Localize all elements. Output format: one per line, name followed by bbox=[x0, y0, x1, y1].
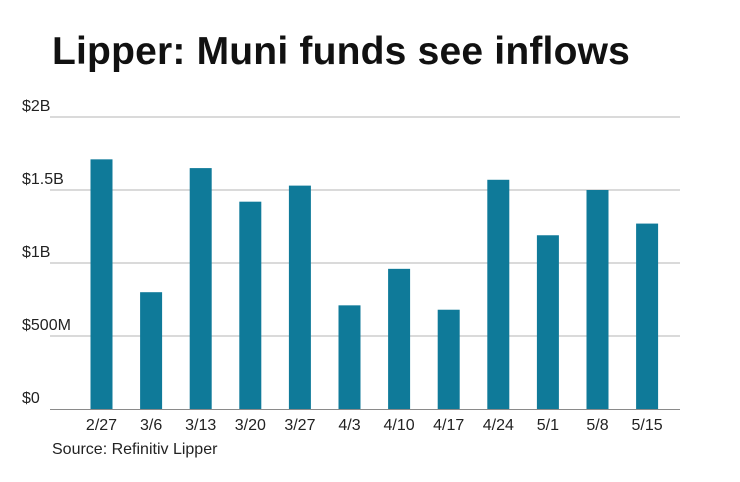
x-tick-label: 5/1 bbox=[537, 417, 559, 434]
y-tick-label: $1.5B bbox=[22, 171, 64, 188]
chart-title: Lipper: Muni funds see inflows bbox=[52, 30, 631, 73]
y-tick-label: $2B bbox=[22, 98, 50, 115]
bar bbox=[90, 159, 113, 409]
bar bbox=[288, 185, 311, 409]
bar bbox=[586, 190, 609, 409]
x-tick-label: 4/24 bbox=[483, 417, 514, 434]
y-tick-label: $1B bbox=[22, 244, 50, 261]
bar bbox=[487, 179, 510, 409]
x-tick-label: 4/10 bbox=[384, 417, 415, 434]
bar bbox=[437, 309, 460, 409]
y-tick-label: $500M bbox=[22, 317, 71, 334]
bars bbox=[90, 159, 659, 409]
y-axis-tick-labels: $0 $500M $1B $1.5B $2B bbox=[22, 98, 71, 407]
x-tick-label: 4/17 bbox=[433, 417, 464, 434]
bar bbox=[338, 305, 361, 409]
x-tick-label: 3/13 bbox=[185, 417, 216, 434]
bar bbox=[140, 292, 163, 409]
x-tick-label: 5/8 bbox=[586, 417, 608, 434]
bar bbox=[388, 268, 411, 409]
x-axis-tick-labels: 2/27 3/6 3/13 3/20 3/27 4/3 4/10 4/17 4/24 5/1 5/8… bbox=[86, 417, 663, 434]
bar bbox=[239, 201, 262, 409]
x-tick-label: 5/15 bbox=[632, 417, 663, 434]
x-tick-label: 3/20 bbox=[235, 417, 266, 434]
bar bbox=[189, 168, 212, 409]
x-tick-label: 4/3 bbox=[338, 417, 360, 434]
y-tick-label: $0 bbox=[22, 390, 40, 407]
x-tick-label: 3/6 bbox=[140, 417, 162, 434]
bar bbox=[536, 235, 559, 409]
x-tick-label: 3/27 bbox=[284, 417, 315, 434]
bar bbox=[636, 223, 659, 409]
x-tick-label: 2/27 bbox=[86, 417, 117, 434]
source-note: Source: Refinitiv Lipper bbox=[52, 441, 218, 458]
